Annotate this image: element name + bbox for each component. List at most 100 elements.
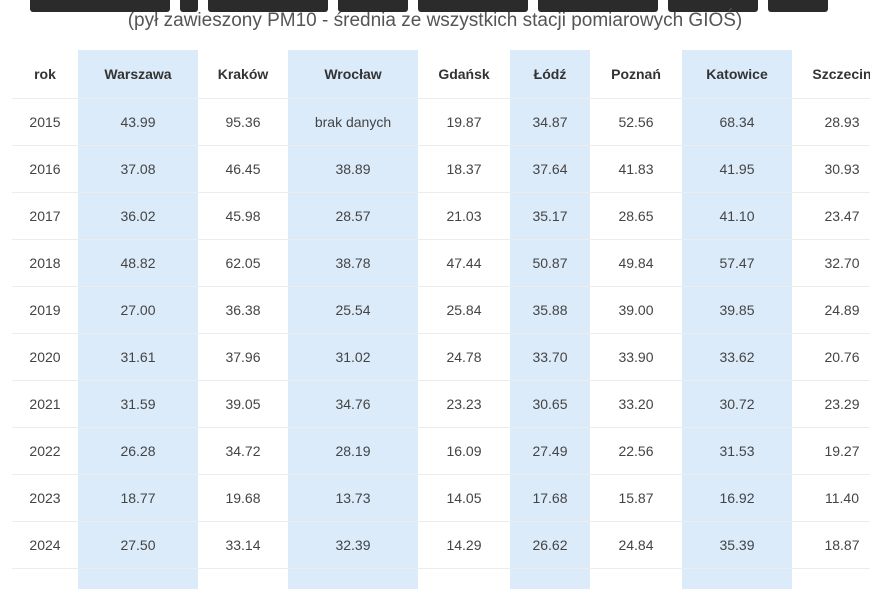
value-cell: 19.87 [418,99,510,146]
value-cell: 46.45 [198,146,288,193]
value-cell: 35.39 [682,522,792,569]
value-cell: 47.44 [418,240,510,287]
value-cell: 25.84 [418,287,510,334]
col-header-wroclaw: Wrocław [288,50,418,99]
value-cell: 32.70 [792,240,870,287]
value-cell: 23.47 [792,193,870,240]
year-cell: 2023 [12,475,78,522]
value-cell: 41.95 [682,146,792,193]
value-cell: 38.89 [288,146,418,193]
value-cell: 36.02 [78,193,198,240]
year-cell: 2021 [12,381,78,428]
value-cell: 39.85 [682,287,792,334]
empty-cell [288,569,418,589]
year-cell: 2019 [12,287,78,334]
year-cell: 2018 [12,240,78,287]
value-cell: 37.96 [198,334,288,381]
value-cell: 43.99 [78,99,198,146]
value-cell: 18.87 [792,522,870,569]
value-cell: 41.10 [682,193,792,240]
value-cell: 19.27 [792,428,870,475]
value-cell: 26.28 [78,428,198,475]
value-cell: 34.76 [288,381,418,428]
table-header-row: rok Warszawa Kraków Wrocław Gdańsk Łódź … [12,50,870,99]
value-cell: 37.08 [78,146,198,193]
value-cell: 18.77 [78,475,198,522]
value-cell: 27.00 [78,287,198,334]
year-cell: 2015 [12,99,78,146]
value-cell: 33.90 [590,334,682,381]
value-cell: 26.62 [510,522,590,569]
year-cell: 2022 [12,428,78,475]
col-header-poznan: Poznań [590,50,682,99]
value-cell: 11.40 [792,475,870,522]
value-cell: 15.87 [590,475,682,522]
value-cell: 24.89 [792,287,870,334]
value-cell: brak danych [288,99,418,146]
value-cell: 30.65 [510,381,590,428]
value-cell: 19.68 [198,475,288,522]
value-cell: 22.56 [590,428,682,475]
value-cell: 39.00 [590,287,682,334]
value-cell: 34.87 [510,99,590,146]
col-header-gdansk: Gdańsk [418,50,510,99]
value-cell: 21.03 [418,193,510,240]
value-cell: 38.78 [288,240,418,287]
value-cell: 33.14 [198,522,288,569]
col-header-szczecin: Szczecin [792,50,870,99]
value-cell: 37.64 [510,146,590,193]
value-cell: 39.05 [198,381,288,428]
value-cell: 35.17 [510,193,590,240]
col-header-warszawa: Warszawa [78,50,198,99]
empty-cell [590,569,682,589]
value-cell: 27.50 [78,522,198,569]
value-cell: 24.84 [590,522,682,569]
value-cell: 31.02 [288,334,418,381]
col-header-katowice: Katowice [682,50,792,99]
value-cell: 52.56 [590,99,682,146]
value-cell: 35.88 [510,287,590,334]
year-cell: 2024 [12,522,78,569]
value-cell: 95.36 [198,99,288,146]
value-cell: 28.65 [590,193,682,240]
value-cell: 50.87 [510,240,590,287]
value-cell: 62.05 [198,240,288,287]
empty-cell [792,569,870,589]
value-cell: 16.92 [682,475,792,522]
empty-cell [418,569,510,589]
year-cell: 2020 [12,334,78,381]
value-cell: 28.57 [288,193,418,240]
value-cell: 49.84 [590,240,682,287]
value-cell: 14.05 [418,475,510,522]
value-cell: 41.83 [590,146,682,193]
value-cell: 33.62 [682,334,792,381]
value-cell: 14.29 [418,522,510,569]
value-cell: 36.38 [198,287,288,334]
value-cell: 68.34 [682,99,792,146]
value-cell: 23.23 [418,381,510,428]
value-cell: 45.98 [198,193,288,240]
value-cell: 23.29 [792,381,870,428]
empty-cell [198,569,288,589]
value-cell: 13.73 [288,475,418,522]
value-cell: 28.19 [288,428,418,475]
value-cell: 33.20 [590,381,682,428]
value-cell: 34.72 [198,428,288,475]
year-cell: 2017 [12,193,78,240]
value-cell: 25.54 [288,287,418,334]
value-cell: 16.09 [418,428,510,475]
value-cell: 30.72 [682,381,792,428]
col-header-krakow: Kraków [198,50,288,99]
value-cell: 57.47 [682,240,792,287]
value-cell: 27.49 [510,428,590,475]
